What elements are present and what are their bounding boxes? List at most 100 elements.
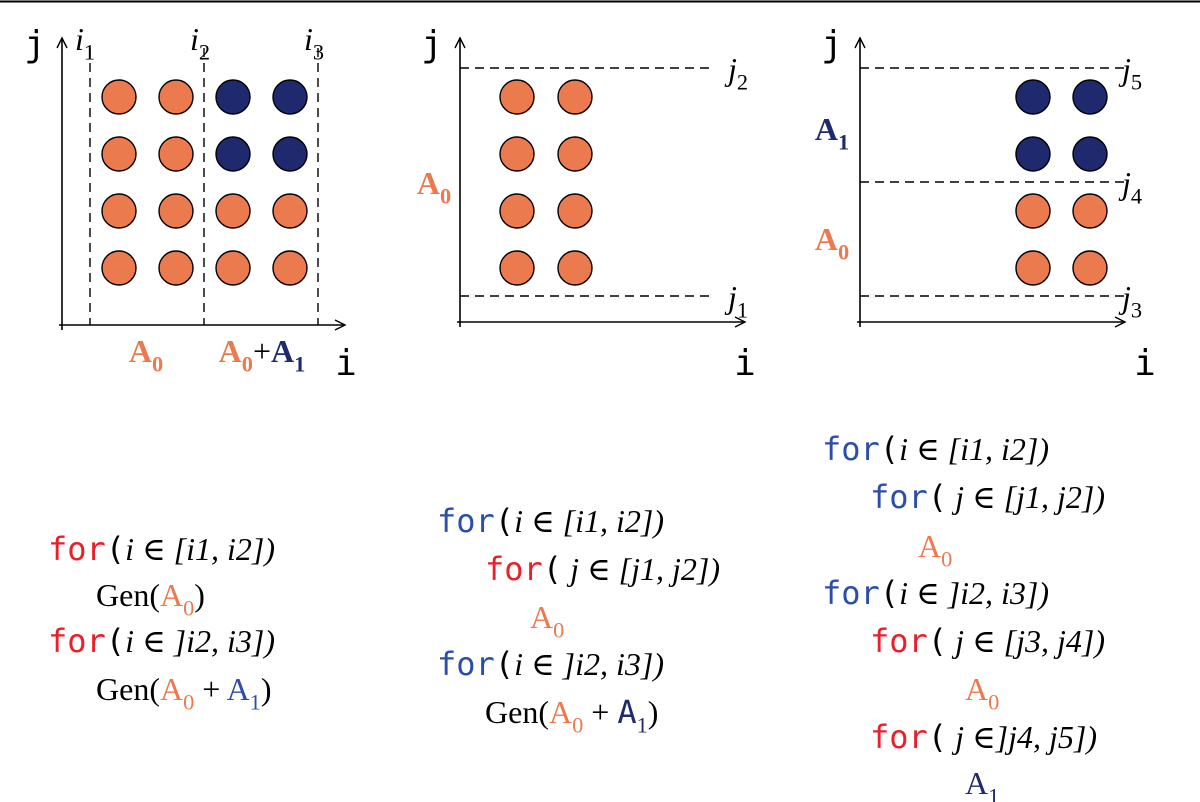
text-segment: i (75, 21, 84, 57)
region-label: A0 (815, 221, 849, 265)
region-label: A0 (417, 165, 451, 209)
code-line: for(i ∈ ]i2, i3]) (437, 645, 664, 683)
point (101, 136, 137, 172)
text-segment: for (485, 550, 543, 588)
text-segment: j (724, 279, 737, 315)
point (1015, 136, 1051, 172)
text-segment: A (815, 221, 838, 257)
point (101, 79, 137, 115)
text-segment: A (129, 333, 152, 369)
code-line: Gen(A0 + A1) (96, 671, 272, 715)
text-segment: A (271, 333, 294, 369)
x-arrow (334, 319, 347, 331)
subscript: 1 (84, 40, 95, 65)
axis-label: j (421, 24, 443, 65)
point (1072, 250, 1108, 286)
text-segment: j ∈]j4, j5]) (947, 719, 1097, 755)
point (158, 250, 194, 286)
point (272, 193, 308, 229)
point (1015, 250, 1051, 286)
point (499, 79, 535, 115)
x-arrow (1114, 316, 1127, 328)
point (499, 193, 535, 229)
text-segment: A (219, 333, 242, 369)
text-segment: i (190, 21, 199, 57)
point (272, 79, 308, 115)
axis-label: j (821, 24, 843, 65)
text-segment: for (48, 530, 106, 568)
axis-label: j (24, 24, 46, 65)
text-segment: + (583, 694, 617, 730)
text-segment: i ∈ ]i2, i3]) (125, 623, 275, 659)
subscript: 0 (988, 690, 999, 715)
point (1072, 136, 1108, 172)
text-segment: A (227, 671, 250, 707)
point (215, 193, 251, 229)
point (158, 193, 194, 229)
tick-label: j4 (1118, 165, 1142, 209)
region-label: A0 (129, 333, 163, 377)
subscript: 1 (637, 713, 648, 738)
subscript: 0 (242, 352, 253, 377)
text-segment: A (918, 528, 941, 564)
code-line: A0 (918, 528, 952, 572)
tick-label: i3 (304, 21, 324, 65)
point (272, 136, 308, 172)
text-segment: ) (194, 577, 205, 613)
text-segment: for (822, 430, 880, 468)
point (215, 79, 251, 115)
subscript: 0 (183, 596, 194, 621)
x-arrow (734, 316, 747, 328)
subscript: 0 (572, 713, 583, 738)
text-segment: i ∈ ]i2, i3]) (514, 646, 664, 682)
text-segment: i ∈ [i1, i2]) (125, 531, 275, 567)
text-segment: for (822, 574, 880, 612)
text-segment: j ∈ [j1, j2]) (947, 479, 1105, 515)
point (215, 250, 251, 286)
text-segment: ( (880, 430, 899, 468)
subscript: 0 (941, 547, 952, 572)
text-segment: j (1118, 165, 1131, 201)
point (1072, 79, 1108, 115)
text-segment: ( (928, 622, 947, 660)
text-segment: j ∈ [j1, j2]) (562, 551, 720, 587)
point (158, 79, 194, 115)
text-segment: i (304, 21, 313, 57)
text-segment: for (437, 502, 495, 540)
subscript: 0 (440, 184, 451, 209)
point (557, 79, 593, 115)
point (272, 250, 308, 286)
text-segment: i ∈ ]i2, i3]) (899, 575, 1049, 611)
code-line: A0 (965, 671, 999, 715)
text-segment: i ∈ [i1, i2]) (899, 431, 1049, 467)
tick-label: i1 (75, 21, 95, 65)
tick-label: j5 (1118, 51, 1142, 95)
text-segment: A (965, 671, 988, 707)
text-segment: for (48, 622, 106, 660)
tick-label: j2 (724, 51, 748, 95)
point (101, 193, 137, 229)
code-line: for(i ∈ ]i2, i3]) (48, 622, 275, 660)
subscript: 2 (199, 40, 210, 65)
text-segment: j ∈ [j3, j4]) (947, 623, 1105, 659)
subscript: 4 (1131, 184, 1142, 209)
point (557, 250, 593, 286)
text-segment: Gen( (485, 694, 549, 730)
text-segment: A (549, 694, 572, 730)
text-segment: ) (648, 694, 659, 730)
text-segment: ( (106, 622, 125, 660)
text-segment: ( (928, 718, 947, 756)
code-line: for( j ∈ [j1, j2]) (870, 478, 1105, 516)
code-line: for( j ∈ [j3, j4]) (870, 622, 1105, 660)
text-segment: A (617, 693, 636, 731)
code-line: Gen(A0 + A1) (485, 693, 658, 738)
code-line: for( j ∈ [j1, j2]) (485, 550, 720, 588)
text-segment: i ∈ [i1, i2]) (514, 503, 664, 539)
text-segment: + (253, 333, 271, 369)
subscript: 2 (737, 70, 748, 95)
point (215, 136, 251, 172)
code-line: for(i ∈ [i1, i2]) (48, 530, 275, 568)
text-segment: for (437, 645, 495, 683)
subscript: 3 (1131, 298, 1142, 323)
